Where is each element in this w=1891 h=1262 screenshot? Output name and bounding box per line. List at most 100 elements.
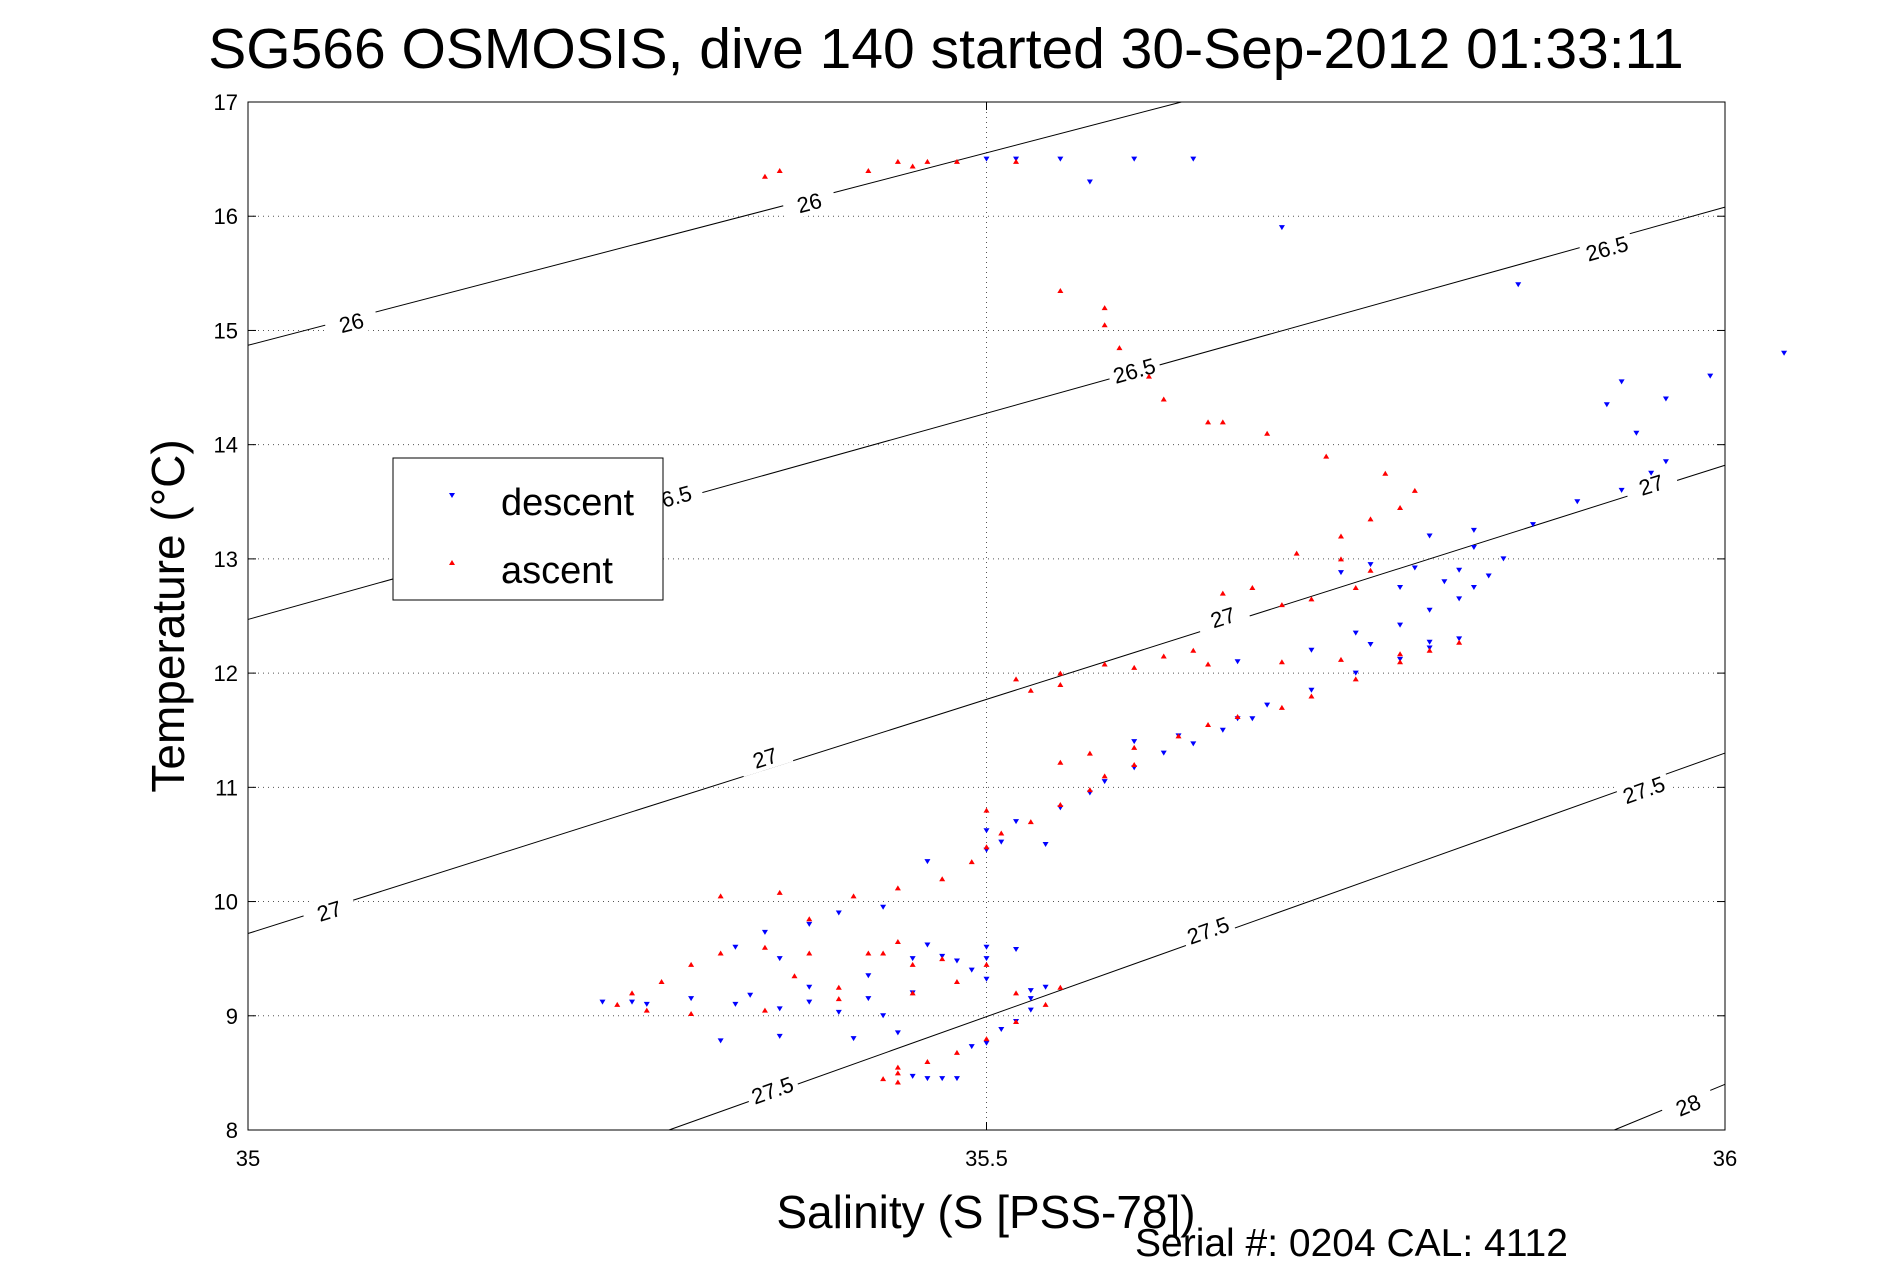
ascent-point xyxy=(1190,647,1197,653)
descent-point xyxy=(1027,988,1034,994)
ascent-point xyxy=(880,1076,887,1082)
ascent-point xyxy=(909,961,916,967)
descent-point xyxy=(1264,702,1271,708)
plot-frame xyxy=(247,101,1726,1131)
descent-point xyxy=(998,839,1005,845)
ascent-point xyxy=(1057,682,1064,688)
contour-label-bg xyxy=(322,302,380,341)
ascent-point xyxy=(1397,504,1404,510)
descent-point xyxy=(643,1001,650,1007)
descent-point xyxy=(1219,727,1226,733)
descent-point xyxy=(909,956,916,962)
contour-label-bg xyxy=(1105,349,1163,389)
descent-point xyxy=(1515,282,1522,288)
ascent-point xyxy=(894,885,901,891)
descent-point xyxy=(983,976,990,982)
descent-point xyxy=(1131,156,1138,162)
descent-point xyxy=(1618,487,1625,493)
descent-point xyxy=(1426,639,1433,645)
contour-label: 27.5 xyxy=(1184,912,1233,950)
ascent-point xyxy=(894,939,901,945)
ascent-point xyxy=(717,950,724,956)
ascent-point xyxy=(835,996,842,1002)
ascent-point xyxy=(1308,693,1315,699)
descent-point xyxy=(968,967,975,973)
y-tick-label: 16 xyxy=(214,204,238,229)
y-tick-label: 9 xyxy=(226,1004,238,1029)
ascent-point xyxy=(865,950,872,956)
ascent-point xyxy=(1145,373,1152,379)
contour-label-bg xyxy=(300,889,358,930)
ascent-point xyxy=(1234,714,1241,720)
ascent-point xyxy=(1205,722,1212,728)
ascent-point xyxy=(953,1049,960,1055)
ascent-point xyxy=(643,1007,650,1013)
ascent-point xyxy=(983,961,990,967)
ascent-point xyxy=(909,990,916,996)
ascent-point xyxy=(983,844,990,850)
descent-point xyxy=(1027,996,1034,1002)
descent-point xyxy=(850,1036,857,1042)
ascent-point xyxy=(1367,516,1374,522)
ascent-point xyxy=(939,876,946,882)
descent-point xyxy=(998,1026,1005,1032)
ascent-point xyxy=(909,163,916,169)
descent-point xyxy=(1352,670,1359,676)
ascent-point xyxy=(688,1010,695,1016)
ascent-point xyxy=(880,950,887,956)
descent-point xyxy=(732,1001,739,1007)
descent-point xyxy=(1042,841,1049,847)
descent-point xyxy=(599,999,606,1005)
ascent-point xyxy=(850,893,857,899)
ascent-point xyxy=(1308,596,1315,602)
contour-label: 26 xyxy=(794,188,824,218)
y-tick-label: 8 xyxy=(226,1118,238,1143)
ascent-point xyxy=(688,961,695,967)
ascent-point xyxy=(894,1079,901,1085)
descent-point xyxy=(1190,156,1197,162)
descent-point xyxy=(747,992,754,998)
descent-point xyxy=(894,1030,901,1036)
descent-point xyxy=(1190,741,1197,747)
ascent-point xyxy=(1264,430,1271,436)
descent-point xyxy=(1027,1007,1034,1013)
density-contour-line xyxy=(247,101,1182,346)
contour-label: 27.5 xyxy=(1620,771,1669,809)
ascent-point xyxy=(1397,659,1404,665)
descent-point xyxy=(1057,156,1064,162)
legend-box xyxy=(392,457,664,601)
descent-point xyxy=(1500,556,1507,562)
descent-point xyxy=(939,1076,946,1082)
descent-point xyxy=(761,929,768,935)
ascent-point xyxy=(953,979,960,985)
ascent-point xyxy=(1219,590,1226,596)
descent-point xyxy=(1707,373,1714,379)
ascent-point xyxy=(1367,567,1374,573)
descent-point xyxy=(1441,579,1448,585)
descent-point xyxy=(1781,350,1788,356)
ascent-point xyxy=(776,168,783,174)
descent-point xyxy=(983,156,990,162)
ascent-point xyxy=(1337,656,1344,662)
ascent-point xyxy=(1278,602,1285,608)
contour-label: 26.5 xyxy=(1583,231,1631,267)
ascent-point xyxy=(1042,1001,1049,1007)
descent-point xyxy=(924,1076,931,1082)
descent-point xyxy=(1337,570,1344,576)
ascent-point xyxy=(983,807,990,813)
data-points xyxy=(599,156,1788,1085)
ascent-point xyxy=(939,956,946,962)
ascent-point xyxy=(1219,419,1226,425)
descent-point xyxy=(688,996,695,1002)
descent-point xyxy=(983,828,990,834)
x-tick-label: 36 xyxy=(1713,1146,1737,1171)
ascent-point xyxy=(791,973,798,979)
descent-point xyxy=(776,956,783,962)
descent-point xyxy=(1086,179,1093,185)
ascent-point xyxy=(1426,647,1433,653)
ascent-point xyxy=(1352,584,1359,590)
chart-title: SG566 OSMOSIS, dive 140 started 30-Sep-2… xyxy=(208,17,1684,81)
ascent-point xyxy=(924,1058,931,1064)
descent-point xyxy=(1603,402,1610,408)
